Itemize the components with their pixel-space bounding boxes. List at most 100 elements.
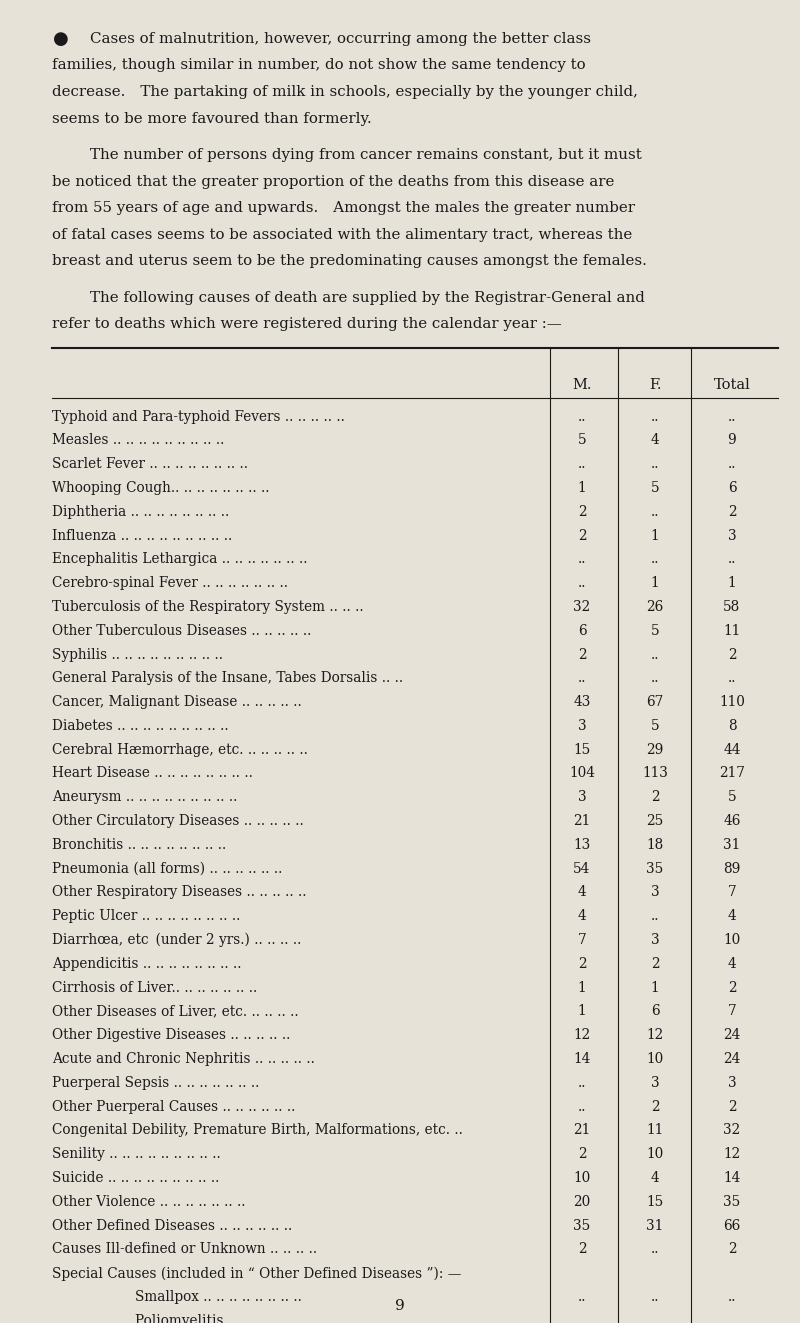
Text: ..: .. bbox=[650, 909, 659, 923]
Text: Influenza .. .. .. .. .. .. .. .. ..: Influenza .. .. .. .. .. .. .. .. .. bbox=[52, 528, 232, 542]
Text: 2: 2 bbox=[578, 957, 586, 971]
Text: Cerebro-spinal Fever .. .. .. .. .. .. ..: Cerebro-spinal Fever .. .. .. .. .. .. .… bbox=[52, 576, 288, 590]
Text: The number of persons dying from cancer remains constant, but it must: The number of persons dying from cancer … bbox=[90, 148, 642, 161]
Text: Cancer, Malignant Disease .. .. .. .. ..: Cancer, Malignant Disease .. .. .. .. .. bbox=[52, 695, 302, 709]
Text: 12: 12 bbox=[723, 1147, 741, 1162]
Text: Poliomyelitis .. .. .. .. .. .. ..: Poliomyelitis .. .. .. .. .. .. .. bbox=[100, 1314, 314, 1323]
Text: 2: 2 bbox=[578, 528, 586, 542]
Text: 5: 5 bbox=[728, 790, 736, 804]
Text: ..: .. bbox=[578, 671, 586, 685]
Text: 3: 3 bbox=[578, 718, 586, 733]
Text: 2: 2 bbox=[578, 1242, 586, 1257]
Text: Puerperal Sepsis .. .. .. .. .. .. ..: Puerperal Sepsis .. .. .. .. .. .. .. bbox=[52, 1076, 259, 1090]
Text: 20: 20 bbox=[574, 1195, 590, 1209]
Text: 4: 4 bbox=[728, 909, 736, 923]
Text: 3: 3 bbox=[650, 885, 659, 900]
Text: Aneurysm .. .. .. .. .. .. .. .. ..: Aneurysm .. .. .. .. .. .. .. .. .. bbox=[52, 790, 238, 804]
Text: 2: 2 bbox=[650, 1099, 659, 1114]
Text: ..: .. bbox=[650, 504, 659, 519]
Text: be noticed that the greater proportion of the deaths from this disease are: be noticed that the greater proportion o… bbox=[52, 175, 614, 188]
Text: 5: 5 bbox=[650, 623, 659, 638]
Text: Other Tuberculous Diseases .. .. .. .. ..: Other Tuberculous Diseases .. .. .. .. .… bbox=[52, 623, 311, 638]
Text: 18: 18 bbox=[646, 837, 664, 852]
Text: 11: 11 bbox=[646, 1123, 664, 1138]
Text: 5: 5 bbox=[650, 718, 659, 733]
Text: Syphilis .. .. .. .. .. .. .. .. ..: Syphilis .. .. .. .. .. .. .. .. .. bbox=[52, 647, 223, 662]
Text: 21: 21 bbox=[574, 1123, 590, 1138]
Text: ..: .. bbox=[578, 1314, 586, 1323]
Text: ..: .. bbox=[578, 458, 586, 471]
Text: ..: .. bbox=[650, 458, 659, 471]
Text: 14: 14 bbox=[723, 1171, 741, 1185]
Text: 4: 4 bbox=[728, 957, 736, 971]
Text: 10: 10 bbox=[646, 1147, 664, 1162]
Text: 3: 3 bbox=[650, 933, 659, 947]
Text: Whooping Cough.. .. .. .. .. .. .. ..: Whooping Cough.. .. .. .. .. .. .. .. bbox=[52, 480, 270, 495]
Text: ..: .. bbox=[650, 1314, 659, 1323]
Text: ..: .. bbox=[728, 1290, 736, 1304]
Text: 2: 2 bbox=[650, 790, 659, 804]
Text: Diarrhœa, etc (under 2 yrs.) .. .. .. ..: Diarrhœa, etc (under 2 yrs.) .. .. .. .. bbox=[52, 933, 302, 947]
Text: ..: .. bbox=[578, 1076, 586, 1090]
Text: M.: M. bbox=[572, 377, 592, 392]
Text: 54: 54 bbox=[574, 861, 590, 876]
Text: decrease. The partaking of milk in schools, especially by the younger child,: decrease. The partaking of milk in schoo… bbox=[52, 85, 638, 99]
Text: 43: 43 bbox=[574, 695, 590, 709]
Text: Tuberculosis of the Respiratory System .. .. ..: Tuberculosis of the Respiratory System .… bbox=[52, 599, 364, 614]
Text: 35: 35 bbox=[574, 1218, 590, 1233]
Text: 10: 10 bbox=[646, 1052, 664, 1066]
Text: Heart Disease .. .. .. .. .. .. .. ..: Heart Disease .. .. .. .. .. .. .. .. bbox=[52, 766, 253, 781]
Text: ..: .. bbox=[728, 671, 736, 685]
Text: families, though similar in number, do not show the same tendency to: families, though similar in number, do n… bbox=[52, 58, 586, 73]
Text: Acute and Chronic Nephritis .. .. .. .. ..: Acute and Chronic Nephritis .. .. .. .. … bbox=[52, 1052, 315, 1066]
Text: 32: 32 bbox=[723, 1123, 741, 1138]
Text: 9: 9 bbox=[728, 434, 736, 447]
Text: General Paralysis of the Insane, Tabes Dorsalis .. ..: General Paralysis of the Insane, Tabes D… bbox=[52, 671, 403, 685]
Text: 2: 2 bbox=[728, 647, 736, 662]
Text: 7: 7 bbox=[578, 933, 586, 947]
Text: 2: 2 bbox=[650, 957, 659, 971]
Text: 5: 5 bbox=[578, 434, 586, 447]
Text: 3: 3 bbox=[728, 1076, 736, 1090]
Text: 31: 31 bbox=[646, 1218, 664, 1233]
Text: 1: 1 bbox=[650, 528, 659, 542]
Text: Scarlet Fever .. .. .. .. .. .. .. ..: Scarlet Fever .. .. .. .. .. .. .. .. bbox=[52, 458, 248, 471]
Text: 13: 13 bbox=[574, 837, 590, 852]
Text: Typhoid and Para-typhoid Fevers .. .. .. .. ..: Typhoid and Para-typhoid Fevers .. .. ..… bbox=[52, 410, 345, 423]
Text: 25: 25 bbox=[646, 814, 664, 828]
Text: 10: 10 bbox=[574, 1171, 590, 1185]
Text: Smallpox .. .. .. .. .. .. .. ..: Smallpox .. .. .. .. .. .. .. .. bbox=[100, 1290, 302, 1304]
Text: Suicide .. .. .. .. .. .. .. .. ..: Suicide .. .. .. .. .. .. .. .. .. bbox=[52, 1171, 219, 1185]
Text: 2: 2 bbox=[728, 980, 736, 995]
Text: refer to deaths which were registered during the calendar year :—: refer to deaths which were registered du… bbox=[52, 318, 562, 331]
Text: Bronchitis .. .. .. .. .. .. .. ..: Bronchitis .. .. .. .. .. .. .. .. bbox=[52, 837, 226, 852]
Text: 3: 3 bbox=[650, 1076, 659, 1090]
Text: Peptic Ulcer .. .. .. .. .. .. .. ..: Peptic Ulcer .. .. .. .. .. .. .. .. bbox=[52, 909, 240, 923]
Text: 66: 66 bbox=[723, 1218, 741, 1233]
Text: 24: 24 bbox=[723, 1028, 741, 1043]
Text: 6: 6 bbox=[650, 1004, 659, 1019]
Text: Special Causes (included in “ Other Defined Diseases ”): —: Special Causes (included in “ Other Defi… bbox=[52, 1266, 462, 1281]
Text: Other Puerperal Causes .. .. .. .. .. ..: Other Puerperal Causes .. .. .. .. .. .. bbox=[52, 1099, 295, 1114]
Text: ..: .. bbox=[578, 576, 586, 590]
Text: 21: 21 bbox=[574, 814, 590, 828]
Text: ..: .. bbox=[728, 410, 736, 423]
Text: 4: 4 bbox=[578, 885, 586, 900]
Text: 58: 58 bbox=[723, 599, 741, 614]
Text: Other Violence .. .. .. .. .. .. ..: Other Violence .. .. .. .. .. .. .. bbox=[52, 1195, 246, 1209]
Text: ..: .. bbox=[650, 1290, 659, 1304]
Text: Other Diseases of Liver, etc. .. .. .. ..: Other Diseases of Liver, etc. .. .. .. .… bbox=[52, 1004, 298, 1019]
Text: 67: 67 bbox=[646, 695, 664, 709]
Text: 2: 2 bbox=[728, 504, 736, 519]
Text: ..: .. bbox=[650, 410, 659, 423]
Text: Total: Total bbox=[714, 377, 750, 392]
Text: 6: 6 bbox=[578, 623, 586, 638]
Text: Other Defined Diseases .. .. .. .. .. ..: Other Defined Diseases .. .. .. .. .. .. bbox=[52, 1218, 292, 1233]
Text: 4: 4 bbox=[650, 434, 659, 447]
Text: Congenital Debility, Premature Birth, Malformations, etc. ..: Congenital Debility, Premature Birth, Ma… bbox=[52, 1123, 463, 1138]
Text: 10: 10 bbox=[723, 933, 741, 947]
Text: Measles .. .. .. .. .. .. .. .. ..: Measles .. .. .. .. .. .. .. .. .. bbox=[52, 434, 224, 447]
Text: 2: 2 bbox=[728, 1099, 736, 1114]
Text: Cirrhosis of Liver.. .. .. .. .. .. ..: Cirrhosis of Liver.. .. .. .. .. .. .. bbox=[52, 980, 258, 995]
Text: 1: 1 bbox=[578, 980, 586, 995]
